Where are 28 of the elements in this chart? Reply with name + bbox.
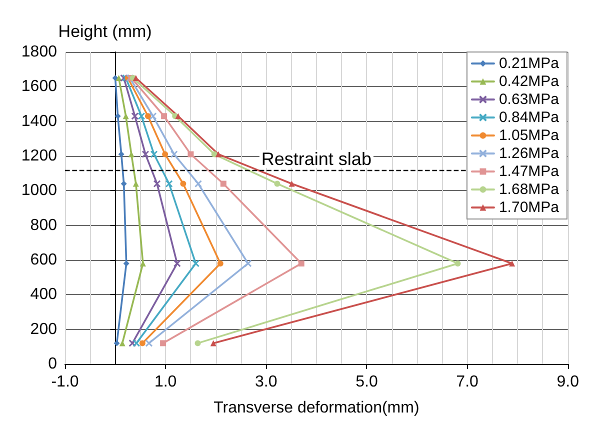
y-tick-label: 1000	[21, 182, 58, 200]
y-tick-label: 800	[30, 216, 58, 234]
y-tick-label: 400	[30, 286, 58, 304]
y-tick-label: 200	[30, 320, 58, 338]
y-tick-label: 1200	[21, 148, 58, 164]
legend-label: 0.84MPa	[498, 109, 560, 126]
legend-label: 1.68MPa	[498, 181, 560, 198]
legend-label: 0.63MPa	[498, 91, 560, 108]
y-axis-title: Height (mm)	[58, 22, 152, 41]
y-tick-label: 0	[48, 356, 58, 372]
ref-line-label: Restraint slab	[261, 148, 372, 169]
x-tick-label: 7.0	[456, 374, 479, 390]
x-tick-label: 9.0	[556, 374, 580, 390]
legend-label: 0.42MPa	[498, 73, 560, 90]
legend-label: 1.47MPa	[498, 163, 560, 180]
legend-label: 1.05MPa	[498, 127, 560, 144]
x-tick-label: 1.0	[154, 374, 177, 390]
legend-label: 1.26MPa	[498, 145, 560, 162]
x-tick-label: 3.0	[255, 374, 278, 390]
y-tick-label: 1800	[21, 44, 58, 60]
y-tick-label: 1400	[21, 112, 58, 130]
y-tick-label: 1600	[21, 78, 58, 96]
y-tick-label: 600	[30, 252, 58, 268]
legend-label: 1.70MPa	[498, 199, 560, 216]
legend-label: 0.21MPa	[498, 55, 560, 72]
x-tick-label: -1.0	[51, 374, 79, 390]
x-axis-title: Transverse deformation(mm)	[214, 400, 420, 416]
x-tick-label: 5.0	[356, 374, 378, 390]
